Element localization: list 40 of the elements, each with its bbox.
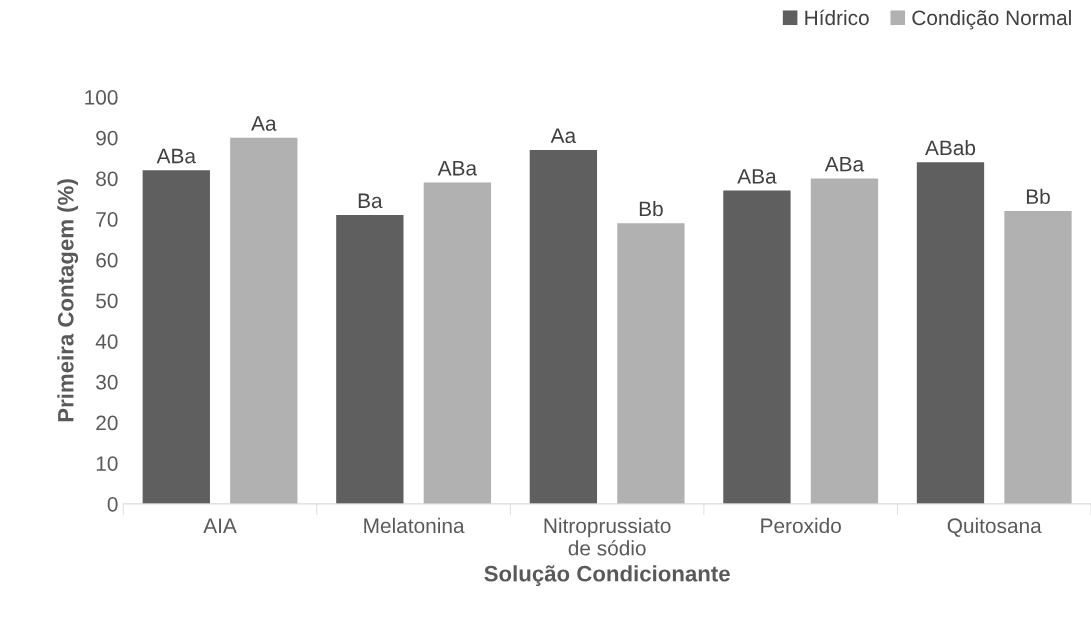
- data-label: Bb: [1026, 188, 1050, 205]
- y-tick-label: 100: [85, 90, 118, 105]
- x-axis-title: Solução Condicionante: [484, 565, 730, 586]
- data-label: Aa: [251, 116, 277, 131]
- data-label: Aa: [550, 128, 577, 144]
- x-tick-label: Peroxido: [761, 517, 841, 534]
- y-tick-label: 0: [107, 496, 118, 512]
- bar: [916, 162, 985, 504]
- bar: [336, 215, 404, 504]
- y-tick-label: 40: [95, 334, 118, 349]
- x-tick-label: AIA: [203, 518, 237, 533]
- data-label: ABab: [925, 139, 976, 156]
- bar: [529, 149, 598, 504]
- x-tick-label: Quitosana: [947, 517, 1042, 537]
- y-axis-title: Primeira Contagem (%): [57, 179, 79, 422]
- y-tick-label: 30: [96, 374, 118, 390]
- x-tick-label: Melatonina: [364, 517, 465, 534]
- data-label: ABa: [156, 148, 196, 164]
- data-label: ABa: [824, 156, 865, 172]
- bar: [723, 190, 791, 504]
- bar: [1004, 210, 1072, 504]
- data-label: Ba: [358, 193, 383, 209]
- bar: [230, 137, 298, 504]
- bar: [142, 170, 210, 504]
- y-tick-label: 10: [96, 456, 118, 471]
- data-label: Bb: [639, 200, 663, 217]
- bar: [617, 223, 685, 504]
- y-tick-label: 80: [96, 171, 118, 187]
- legend-label: Hídrico: [805, 9, 869, 26]
- data-label: ABa: [437, 161, 478, 176]
- y-tick-label: 70: [96, 212, 118, 227]
- y-tick-label: 60: [96, 252, 118, 268]
- x-tick-label: Nitroprussiato de sódio: [544, 517, 671, 556]
- y-tick-label: 50: [96, 293, 118, 309]
- y-tick-label: 20: [96, 415, 118, 431]
- data-label: ABa: [737, 169, 777, 184]
- legend-label: Condição Normal: [912, 9, 1071, 30]
- bar: [423, 182, 492, 504]
- y-tick-label: 90: [96, 130, 118, 146]
- bar: [810, 178, 879, 504]
